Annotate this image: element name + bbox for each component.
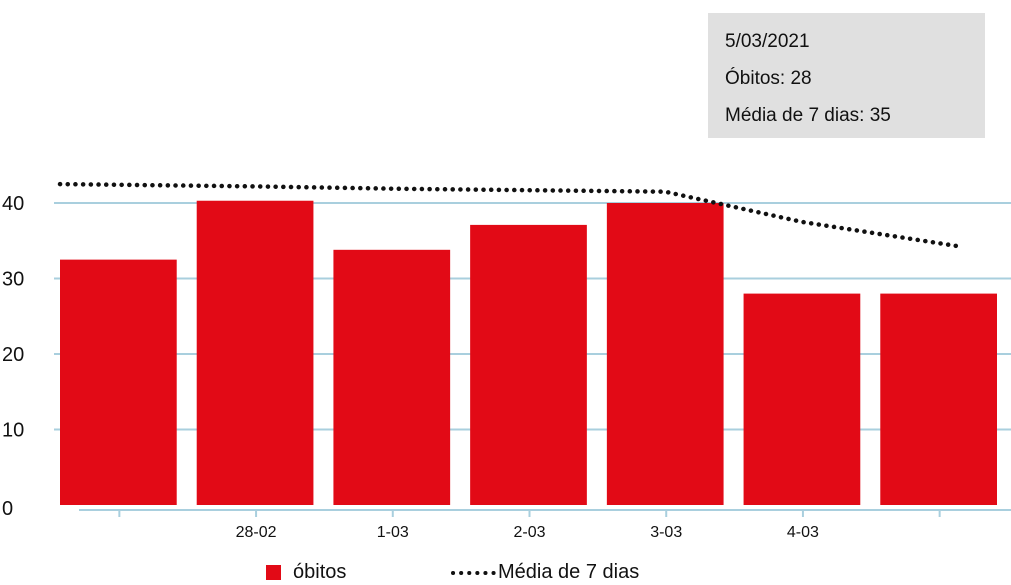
x-axis-labels: 28-02 1-03 2-03 3-03 4-03 <box>236 524 819 541</box>
bar[interactable] <box>470 224 587 505</box>
y-tick-label: 10 <box>2 420 24 442</box>
legend-swatch-bars <box>266 565 281 580</box>
x-tick-label: 28-02 <box>236 524 277 541</box>
legend-item-bars[interactable]: óbitos <box>266 561 346 584</box>
x-tick-label: 1-03 <box>377 524 409 541</box>
x-tick-label: 4-03 <box>787 524 819 541</box>
tooltip: 5/03/2021 Óbitos: 28 Média de 7 dias: 35 <box>708 13 985 138</box>
legend-item-line[interactable]: Média de 7 dias <box>450 561 639 584</box>
seven-day-average-line <box>57 181 965 250</box>
tooltip-average: Média de 7 dias: 35 <box>725 105 891 126</box>
legend-swatch-line <box>451 570 496 575</box>
bars <box>60 200 997 506</box>
y-tick-label: 30 <box>2 269 24 291</box>
bar[interactable] <box>606 203 724 505</box>
bar[interactable] <box>196 200 314 506</box>
bar[interactable] <box>333 249 451 505</box>
y-tick-label: 0 <box>2 498 13 520</box>
x-tick-label: 3-03 <box>650 524 682 541</box>
y-axis-labels: 0 10 20 30 40 <box>2 193 24 520</box>
bar[interactable] <box>60 259 177 505</box>
x-tick-label: 2-03 <box>513 524 545 541</box>
bar[interactable] <box>743 293 861 505</box>
bar[interactable] <box>880 293 997 505</box>
y-tick-label: 40 <box>2 193 24 215</box>
legend-label-line: Média de 7 dias <box>498 561 640 583</box>
x-axis <box>79 509 1011 517</box>
tooltip-date: 5/03/2021 <box>725 31 810 52</box>
tooltip-deaths: Óbitos: 28 <box>725 68 812 89</box>
bar-chart: 0 10 20 30 40 28-02 1-03 2-03 3-03 4-03 <box>2 181 1011 541</box>
y-tick-label: 20 <box>2 344 24 366</box>
legend: óbitos Média de 7 dias <box>0 561 1011 585</box>
legend-label-bars: óbitos <box>293 561 347 583</box>
